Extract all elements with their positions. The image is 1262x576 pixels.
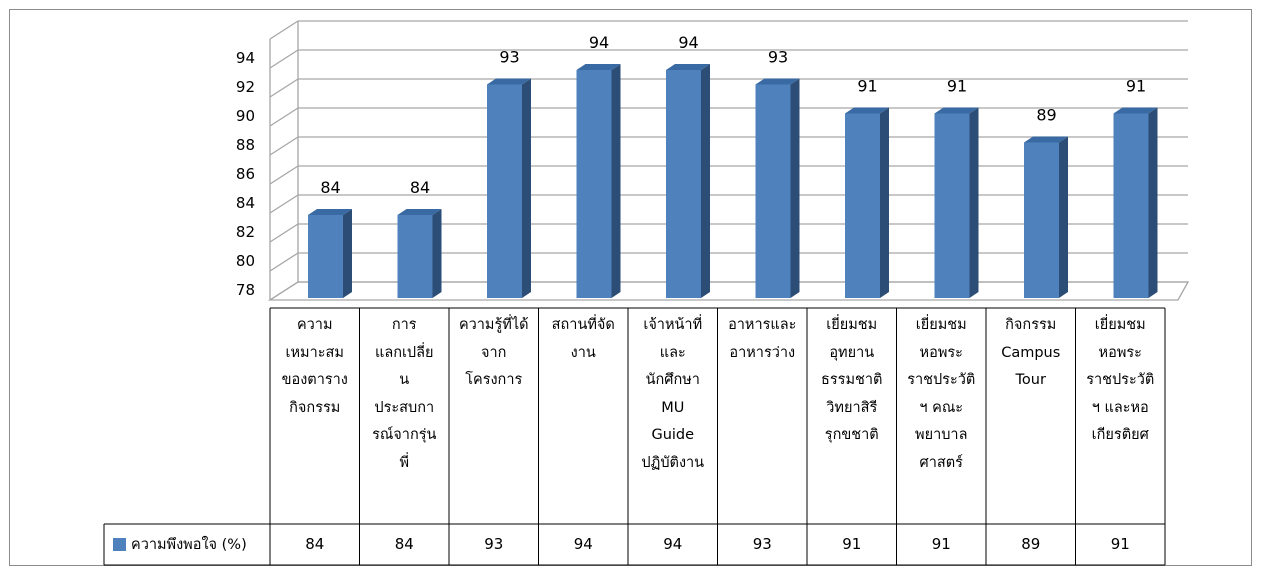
- bar: [934, 113, 970, 298]
- category-label: สถานที่จัด งาน: [551, 317, 615, 361]
- category-label: อาหารและ อาหารว่าง: [728, 317, 797, 361]
- bar-top: [845, 107, 889, 114]
- table-value: 91: [842, 535, 862, 553]
- bar-top: [934, 107, 979, 114]
- bar-side: [1148, 107, 1158, 298]
- legend-cell: ความพึงพอใจ (%): [104, 524, 269, 565]
- gridline-side: [269, 165, 299, 185]
- data-label: 93: [768, 48, 788, 67]
- bar: [1024, 142, 1059, 298]
- bar: [576, 70, 612, 298]
- y-tick-label: 86: [236, 165, 255, 183]
- bar-top: [487, 78, 531, 85]
- category-label: เยี่ยมชม อุทยาน ธรรมชาติ วิทยาสิรี รุกขช…: [821, 317, 883, 443]
- category-label: กิจกรรม Campus Tour: [1001, 317, 1061, 388]
- bar: [308, 215, 343, 298]
- data-label: 91: [1126, 77, 1146, 96]
- y-tick-label: 80: [236, 252, 255, 270]
- data-label: 84: [320, 178, 340, 197]
- bar: [755, 84, 791, 298]
- y-tick-label: 94: [236, 49, 255, 67]
- table-value: 89: [1021, 535, 1041, 553]
- bar: [845, 113, 880, 298]
- gridline-side: [269, 78, 299, 98]
- gridline-side: [269, 107, 299, 127]
- bar-side: [880, 107, 889, 298]
- bar: [666, 70, 701, 298]
- bar-top: [666, 64, 710, 70]
- y-tick-label: 90: [236, 107, 255, 125]
- bar-side: [432, 209, 442, 298]
- category-label: เยี่ยมชม หอพระ ราชประวัติ ฯ คณะ พยาบาล ศ…: [907, 317, 976, 471]
- gridline-side: [269, 252, 299, 272]
- gridline-side: [269, 20, 299, 40]
- bar: [397, 215, 433, 298]
- gridline-side: [269, 223, 299, 243]
- table-value: 84: [394, 535, 414, 553]
- table-value: 84: [305, 535, 325, 553]
- table-value: 93: [752, 535, 772, 553]
- bar: [1113, 113, 1149, 298]
- y-tick-label: 78: [236, 281, 255, 299]
- data-label: 91: [947, 77, 967, 96]
- category-label: การ แลกเปลี่ย น ประสบกา รณ์จากรุ่น พี่: [372, 317, 437, 471]
- table-value: 93: [484, 535, 504, 553]
- data-label: 91: [857, 77, 877, 96]
- category-label: เยี่ยมชม หอพระ ราชประวัติ ฯ และหอ เกียรต…: [1086, 317, 1155, 443]
- bar-top: [1113, 107, 1158, 114]
- category-label: ความ เหมาะสม ของตาราง กิจกรรม: [281, 317, 348, 416]
- bar-top: [755, 78, 800, 85]
- bar-side: [969, 107, 979, 298]
- bar-side: [790, 78, 800, 298]
- table-value: 94: [573, 535, 593, 553]
- y-tick-label: 84: [236, 194, 255, 212]
- y-tick-label: 82: [236, 223, 255, 241]
- bar-top: [1024, 136, 1068, 143]
- data-label: 84: [410, 178, 430, 197]
- gridline-side: [269, 49, 299, 69]
- data-label: 94: [589, 33, 609, 52]
- chart-floor: [267, 281, 1190, 301]
- category-label: เจ้าหน้าที่ และ นักศึกษา MU Guide ปฏิบัต…: [641, 317, 705, 471]
- table-value: 94: [663, 535, 683, 553]
- bar-side: [343, 209, 352, 298]
- bar-side: [701, 64, 710, 298]
- gridline-side: [269, 136, 299, 156]
- legend-label: ความพึงพอใจ (%): [131, 537, 247, 553]
- table-value: 91: [931, 535, 951, 553]
- legend-swatch: [113, 538, 126, 551]
- bar: [487, 84, 522, 298]
- y-tick-label: 88: [236, 136, 255, 154]
- category-label: ความรู้ที่ได้ จาก โครงการ: [458, 317, 529, 388]
- y-tick-label: 92: [236, 78, 255, 96]
- bar-top: [308, 209, 352, 215]
- table-value: 91: [1110, 535, 1130, 553]
- bar-top: [397, 209, 442, 215]
- gridline-side: [269, 194, 299, 214]
- data-label: 89: [1036, 106, 1056, 125]
- data-label: 93: [499, 48, 519, 67]
- bar-side: [522, 78, 531, 298]
- bar-top: [576, 64, 621, 70]
- bar-side: [611, 64, 621, 298]
- data-label: 94: [678, 33, 698, 52]
- bar-side: [1059, 136, 1068, 298]
